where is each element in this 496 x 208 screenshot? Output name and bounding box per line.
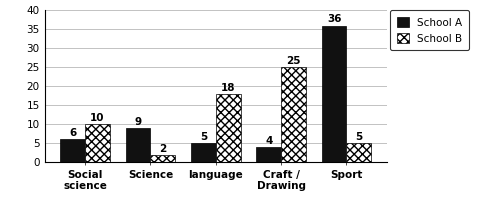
Bar (60, 139, 85, 162)
Text: 9: 9 (134, 117, 141, 127)
Text: 5: 5 (200, 132, 207, 142)
Bar (191, 143, 216, 162)
Bar (216, 94, 241, 162)
Bar (321, 26, 347, 162)
Bar (125, 128, 150, 162)
Text: 10: 10 (90, 113, 105, 123)
Bar (85, 124, 110, 162)
Legend: School A, School B: School A, School B (390, 10, 469, 50)
Text: 25: 25 (286, 56, 301, 66)
Text: 18: 18 (221, 83, 236, 93)
Text: 6: 6 (69, 128, 76, 138)
Bar (150, 155, 175, 162)
Text: 2: 2 (159, 144, 167, 154)
Text: 5: 5 (355, 132, 363, 142)
Text: 4: 4 (265, 136, 272, 146)
Bar (256, 147, 281, 162)
Bar (347, 143, 372, 162)
Bar (281, 67, 306, 162)
Text: 36: 36 (327, 14, 341, 25)
